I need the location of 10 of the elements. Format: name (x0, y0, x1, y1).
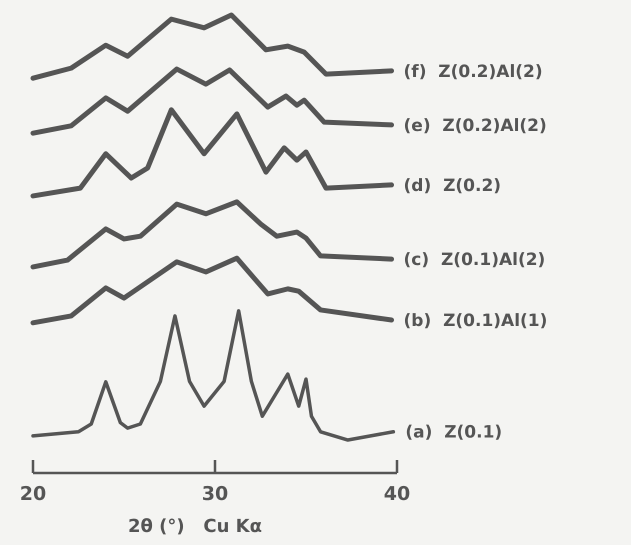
series-label: (c) Z(0.1)Al(2) (404, 250, 546, 270)
x-tick-label: 30 (202, 483, 228, 505)
series-label: (f) Z(0.2)Al(2) (404, 62, 543, 82)
x-axis-title: 2θ (°) Cu Kα (128, 516, 262, 537)
series-label: (a) Z(0.1) (405, 422, 502, 443)
x-tick-label: 20 (20, 483, 46, 505)
series-label: (b) Z(0.1)Al(1) (404, 310, 548, 331)
x-tick-label: 40 (384, 483, 410, 505)
series-label: (d) Z(0.2) (404, 176, 502, 196)
series-label: (e) Z(0.2)Al(2) (404, 116, 547, 136)
